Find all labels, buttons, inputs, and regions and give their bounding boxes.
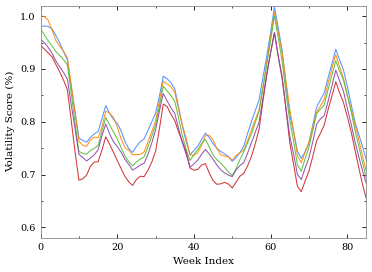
X-axis label: Week Index: Week Index bbox=[173, 257, 234, 267]
Y-axis label: Volatility Score (%): Volatility Score (%) bbox=[6, 71, 15, 172]
